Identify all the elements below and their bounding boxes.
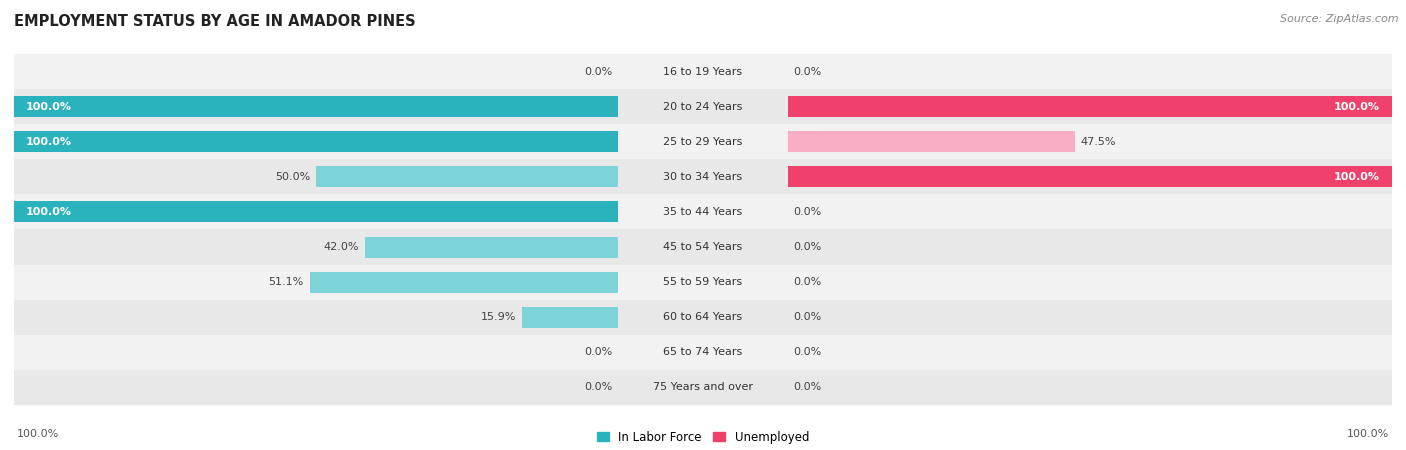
Text: 0.0%: 0.0% <box>793 382 823 392</box>
Text: 45 to 54 Years: 45 to 54 Years <box>664 242 742 252</box>
Text: 47.5%: 47.5% <box>1081 137 1116 147</box>
Bar <box>14 131 619 152</box>
Text: 100.0%: 100.0% <box>27 137 72 147</box>
Text: 42.0%: 42.0% <box>323 242 359 252</box>
Text: 100.0%: 100.0% <box>27 207 72 217</box>
Text: 25 to 29 Years: 25 to 29 Years <box>664 137 742 147</box>
Bar <box>14 194 1392 230</box>
Bar <box>364 237 619 257</box>
Bar <box>14 89 1392 124</box>
Text: 100.0%: 100.0% <box>1334 172 1379 182</box>
Bar <box>14 124 1392 159</box>
Text: 0.0%: 0.0% <box>583 347 613 357</box>
Bar <box>14 265 1392 300</box>
Bar <box>787 131 1074 152</box>
Text: 20 to 24 Years: 20 to 24 Years <box>664 102 742 112</box>
Text: 51.1%: 51.1% <box>269 277 304 287</box>
Text: 30 to 34 Years: 30 to 34 Years <box>664 172 742 182</box>
Text: 35 to 44 Years: 35 to 44 Years <box>664 207 742 217</box>
Bar <box>14 300 1392 335</box>
Text: 100.0%: 100.0% <box>17 429 59 439</box>
Bar <box>14 54 1392 89</box>
Text: 100.0%: 100.0% <box>1347 429 1389 439</box>
Bar <box>14 202 619 222</box>
Text: 100.0%: 100.0% <box>1334 102 1379 112</box>
Text: 0.0%: 0.0% <box>793 242 823 252</box>
Text: 0.0%: 0.0% <box>793 67 823 76</box>
Text: 0.0%: 0.0% <box>793 277 823 287</box>
Bar <box>14 230 1392 265</box>
Bar <box>787 166 1392 187</box>
Text: 50.0%: 50.0% <box>276 172 311 182</box>
Bar <box>787 96 1392 117</box>
Text: 0.0%: 0.0% <box>583 67 613 76</box>
Text: 15.9%: 15.9% <box>481 312 516 322</box>
Text: EMPLOYMENT STATUS BY AGE IN AMADOR PINES: EMPLOYMENT STATUS BY AGE IN AMADOR PINES <box>14 14 416 28</box>
Bar <box>14 335 1392 370</box>
Bar <box>14 370 1392 405</box>
Bar <box>309 272 619 292</box>
Text: 16 to 19 Years: 16 to 19 Years <box>664 67 742 76</box>
Text: 65 to 74 Years: 65 to 74 Years <box>664 347 742 357</box>
Text: 60 to 64 Years: 60 to 64 Years <box>664 312 742 322</box>
Text: 0.0%: 0.0% <box>793 312 823 322</box>
Legend: In Labor Force, Unemployed: In Labor Force, Unemployed <box>592 426 814 448</box>
Text: 0.0%: 0.0% <box>583 382 613 392</box>
Text: 55 to 59 Years: 55 to 59 Years <box>664 277 742 287</box>
Text: 0.0%: 0.0% <box>793 347 823 357</box>
Text: 0.0%: 0.0% <box>793 207 823 217</box>
Bar <box>316 166 619 187</box>
Text: Source: ZipAtlas.com: Source: ZipAtlas.com <box>1281 14 1399 23</box>
Text: 100.0%: 100.0% <box>27 102 72 112</box>
Bar <box>14 96 619 117</box>
Bar <box>522 307 619 328</box>
Bar <box>14 159 1392 194</box>
Text: 75 Years and over: 75 Years and over <box>652 382 754 392</box>
